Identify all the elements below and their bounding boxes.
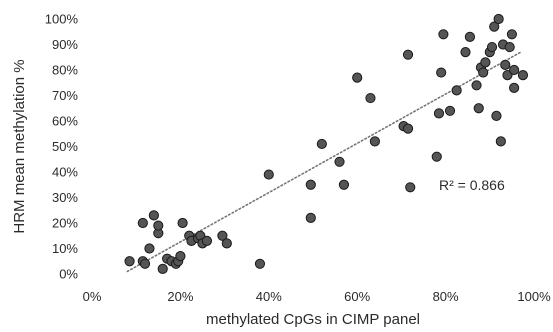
data-point bbox=[175, 251, 186, 262]
data-point bbox=[263, 169, 274, 180]
data-point bbox=[137, 217, 148, 229]
data-point bbox=[157, 263, 168, 274]
data-point bbox=[433, 108, 445, 119]
data-point bbox=[369, 136, 380, 147]
data-point bbox=[352, 72, 363, 83]
data-point bbox=[493, 13, 504, 25]
data-point bbox=[305, 212, 316, 223]
data-point bbox=[139, 258, 151, 269]
data-point bbox=[431, 151, 442, 162]
data-point bbox=[402, 123, 414, 134]
y-tick-label: 90% bbox=[52, 37, 78, 52]
data-point bbox=[491, 110, 502, 122]
data-point bbox=[471, 80, 482, 91]
x-tick-label: 80% bbox=[433, 289, 459, 304]
y-tick-label: 10% bbox=[52, 241, 78, 256]
axes-layer: 0% 10% 20% 30% 40% 50% 60% 70% 80% 90% 100% 0% 20% 40… bbox=[11, 12, 551, 329]
x-tick-label: 60% bbox=[344, 289, 370, 304]
data-point bbox=[254, 258, 266, 269]
data-point bbox=[338, 179, 350, 190]
y-axis-title: HRM mean methylation % bbox=[11, 59, 28, 233]
data-point bbox=[405, 182, 416, 193]
x-tick-label: 100% bbox=[517, 289, 551, 304]
y-tick-label: 60% bbox=[52, 114, 78, 129]
x-tick-label: 20% bbox=[167, 289, 193, 304]
data-point bbox=[305, 179, 316, 190]
data-point bbox=[444, 105, 456, 116]
data-point bbox=[504, 41, 515, 53]
data-point bbox=[153, 220, 164, 231]
r-squared-label: R² = 0.866 bbox=[439, 177, 505, 193]
data-point bbox=[221, 238, 232, 249]
data-point bbox=[402, 49, 414, 60]
data-point bbox=[478, 67, 489, 78]
data-point bbox=[177, 217, 188, 229]
data-point bbox=[464, 31, 476, 42]
data-point bbox=[316, 138, 327, 150]
data-point bbox=[495, 136, 506, 147]
data-point bbox=[473, 103, 484, 114]
y-tick-label: 50% bbox=[52, 139, 78, 154]
data-point bbox=[438, 29, 449, 40]
data-point bbox=[217, 230, 228, 241]
y-tick-label: 30% bbox=[52, 190, 78, 205]
y-tick-label: 100% bbox=[45, 12, 79, 27]
y-tick-label: 70% bbox=[52, 88, 78, 103]
data-point bbox=[144, 243, 155, 254]
data-point bbox=[486, 41, 498, 53]
data-point bbox=[509, 82, 520, 93]
data-point bbox=[124, 256, 135, 267]
x-tick-label: 0% bbox=[83, 289, 102, 304]
data-point bbox=[506, 29, 517, 40]
data-point bbox=[334, 156, 345, 167]
data-point bbox=[148, 210, 159, 221]
data-point bbox=[509, 64, 520, 76]
data-point bbox=[460, 47, 471, 58]
data-point bbox=[436, 67, 447, 78]
data-point bbox=[365, 92, 376, 104]
data-point bbox=[500, 59, 511, 71]
data-point bbox=[502, 70, 513, 81]
data-point bbox=[451, 85, 462, 96]
data-point bbox=[517, 70, 529, 81]
data-point bbox=[489, 21, 500, 32]
data-point bbox=[201, 235, 213, 246]
data-point bbox=[480, 57, 491, 68]
x-tick-label: 40% bbox=[256, 289, 282, 304]
y-tick-label: 0% bbox=[59, 267, 78, 282]
y-tick-label: 20% bbox=[52, 216, 78, 231]
y-tick-label: 80% bbox=[52, 63, 78, 78]
x-axis-title: methylated CpGs in CIMP panel bbox=[206, 311, 420, 327]
y-tick-label: 40% bbox=[52, 165, 78, 180]
data-points-layer bbox=[124, 13, 529, 274]
